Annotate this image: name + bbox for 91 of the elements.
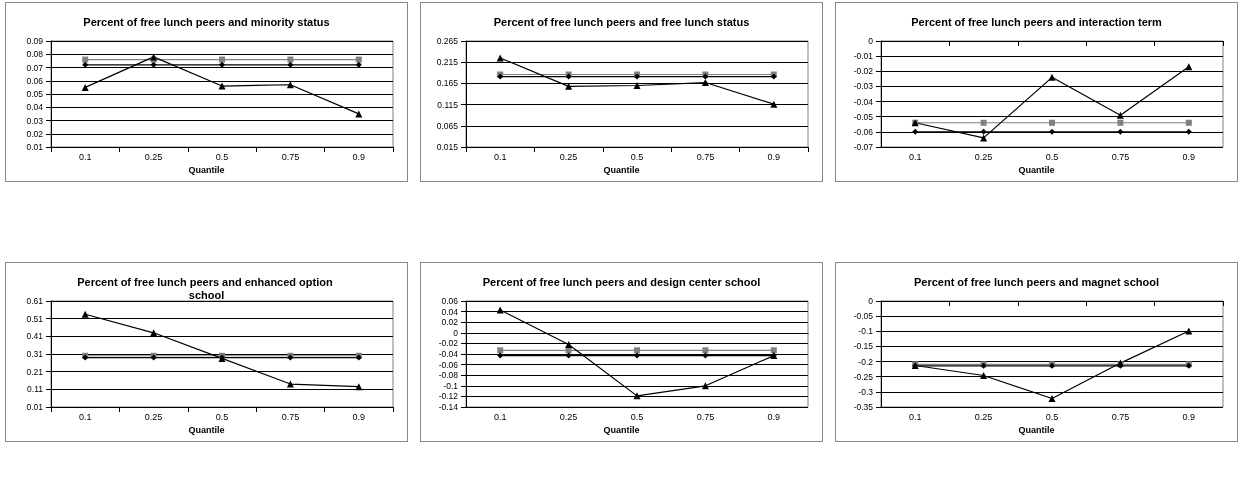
y-tick-label: -0.08 bbox=[438, 370, 459, 381]
y-tick-label: 0.01 bbox=[26, 402, 44, 412]
x-tick-label: 0.25 bbox=[144, 411, 163, 422]
y-tick-label: 0.04 bbox=[441, 306, 459, 317]
y-tick-label: 0.11 bbox=[27, 384, 44, 395]
y-tick-label: 0.41 bbox=[26, 331, 44, 342]
y-tick-label: 0.215 bbox=[436, 57, 459, 68]
x-tick-label: 0.75 bbox=[281, 151, 300, 162]
y-tick-label: 0 bbox=[453, 327, 459, 338]
y-tick-label: 0.06 bbox=[441, 296, 459, 306]
y-tick-label: 0.01 bbox=[26, 142, 44, 152]
x-tick-label: 0.1 bbox=[493, 151, 507, 162]
x-axis-title: Quantile bbox=[188, 164, 225, 175]
x-tick-label: 0.75 bbox=[1111, 151, 1130, 162]
y-tick-label: 0.03 bbox=[26, 115, 44, 126]
y-tick-label: 0.21 bbox=[26, 366, 44, 377]
x-axis-title: Quantile bbox=[1018, 424, 1055, 435]
x-axis-title: Quantile bbox=[1018, 164, 1055, 175]
x-tick-label: 0.9 bbox=[767, 151, 781, 162]
y-tick-label: 0.115 bbox=[437, 99, 459, 110]
x-tick-label: 0.9 bbox=[352, 411, 366, 422]
y-tick-label: -0.1 bbox=[443, 380, 459, 391]
y-tick-label: 0.065 bbox=[436, 120, 459, 131]
y-tick-label: 0.04 bbox=[26, 102, 44, 113]
x-tick-label: 0.75 bbox=[1111, 411, 1130, 422]
y-tick-label: 0.07 bbox=[26, 62, 44, 73]
y-tick-label: 0.06 bbox=[26, 75, 44, 86]
x-tick-label: 0.5 bbox=[215, 411, 229, 422]
y-tick-label: 0.02 bbox=[26, 128, 44, 139]
y-tick-label: -0.25 bbox=[853, 371, 874, 382]
x-tick-label: 0.5 bbox=[1045, 411, 1059, 422]
y-tick-label: -0.1 bbox=[858, 326, 874, 337]
x-axis-title: Quantile bbox=[603, 424, 640, 435]
y-tick-label: 0.09 bbox=[26, 36, 44, 46]
y-tick-label: 0.165 bbox=[436, 78, 459, 89]
y-tick-label: 0 bbox=[868, 296, 874, 306]
chart-title: Percent of free lunch peers and minority status bbox=[83, 15, 330, 28]
y-tick-label: -0.02 bbox=[853, 66, 874, 77]
x-tick-label: 0.25 bbox=[559, 411, 578, 422]
x-tick-label: 0.1 bbox=[493, 411, 507, 422]
y-tick-label: -0.04 bbox=[853, 96, 874, 107]
y-tick-label: 0 bbox=[868, 36, 874, 46]
x-tick-label: 0.25 bbox=[974, 411, 993, 422]
y-tick-label: 0.51 bbox=[26, 313, 44, 324]
y-tick-label: 0.265 bbox=[436, 36, 459, 46]
x-tick-label: 0.5 bbox=[630, 411, 644, 422]
y-tick-label: -0.04 bbox=[438, 349, 459, 359]
y-tick-label: -0.02 bbox=[438, 338, 459, 349]
y-tick-label: -0.15 bbox=[853, 341, 874, 352]
y-tick-label: -0.05 bbox=[853, 111, 874, 122]
y-tick-label: -0.07 bbox=[853, 142, 874, 152]
x-tick-label: 0.9 bbox=[352, 151, 366, 162]
x-tick-label: 0.5 bbox=[215, 151, 229, 162]
y-tick-label: 0.08 bbox=[26, 49, 44, 60]
x-tick-label: 0.5 bbox=[630, 151, 644, 162]
x-tick-label: 0.9 bbox=[767, 411, 781, 422]
y-tick-label: -0.35 bbox=[853, 402, 874, 412]
chart-title: Percent of free lunch peers and magnet school bbox=[913, 275, 1160, 288]
x-tick-label: 0.1 bbox=[78, 411, 92, 422]
chart-title: Percent of free lunch peers and enhanced option school bbox=[77, 275, 336, 301]
y-tick-label: -0.05 bbox=[853, 311, 874, 322]
x-tick-label: 0.1 bbox=[908, 411, 922, 422]
y-tick-label: -0.3 bbox=[858, 386, 874, 397]
x-tick-label: 0.75 bbox=[281, 411, 300, 422]
y-tick-label: -0.06 bbox=[853, 126, 874, 137]
y-tick-label: -0.01 bbox=[853, 51, 874, 62]
x-axis-title: Quantile bbox=[603, 164, 640, 175]
x-tick-label: 0.9 bbox=[1182, 411, 1196, 422]
x-tick-label: 0.75 bbox=[696, 151, 715, 162]
x-tick-label: 0.25 bbox=[974, 151, 993, 162]
y-tick-label: 0.015 bbox=[436, 142, 459, 152]
x-tick-label: 0.5 bbox=[1045, 151, 1059, 162]
x-tick-label: 0.25 bbox=[144, 151, 163, 162]
y-tick-label: 0.05 bbox=[26, 89, 44, 99]
y-tick-label: -0.06 bbox=[438, 359, 459, 370]
x-tick-label: 0.1 bbox=[78, 151, 92, 162]
y-tick-label: 0.02 bbox=[441, 317, 459, 328]
x-tick-label: 0.75 bbox=[696, 411, 715, 422]
x-tick-label: 0.9 bbox=[1182, 151, 1196, 162]
y-tick-label: -0.14 bbox=[438, 402, 459, 412]
y-tick-label: 0.31 bbox=[26, 349, 44, 359]
x-tick-label: 0.25 bbox=[559, 151, 578, 162]
y-tick-label: -0.03 bbox=[853, 81, 874, 92]
x-axis-title: Quantile bbox=[188, 424, 225, 435]
chart-title: Percent of free lunch peers and design center school bbox=[482, 275, 761, 288]
x-tick-label: 0.1 bbox=[908, 151, 922, 162]
y-tick-label: 0.61 bbox=[26, 296, 44, 306]
chart-title: Percent of free lunch peers and interaction term bbox=[911, 15, 1163, 28]
chart-title: Percent of free lunch peers and free lunch status bbox=[493, 15, 750, 28]
y-tick-label: -0.12 bbox=[438, 391, 459, 402]
y-tick-label: -0.2 bbox=[858, 356, 874, 367]
